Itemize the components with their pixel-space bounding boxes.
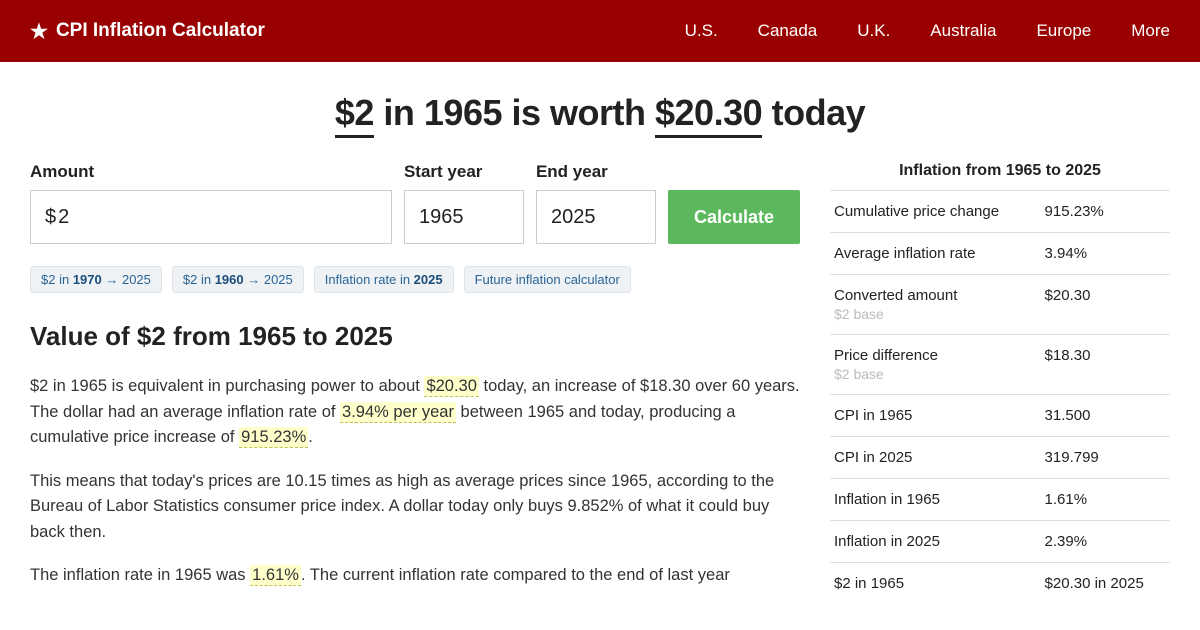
page-title: $2 in 1965 is worth $20.30 today [30,92,1170,134]
chip-link[interactable]: $2 in 1970 → 2025 [30,266,162,293]
table-row: Average inflation rate3.94% [830,233,1170,275]
table-row: CPI in 196531.500 [830,395,1170,437]
brand[interactable]: ★ CPI Inflation Calculator [30,19,265,44]
end-year-input[interactable]: 2025 [536,190,656,244]
top-nav: U.S. Canada U.K. Australia Europe More [685,21,1170,41]
chip-link[interactable]: Future inflation calculator [464,266,631,293]
table-row: Price difference$2 base$18.30 [830,335,1170,395]
paragraph: This means that today's prices are 10.15… [30,469,800,546]
table-row: Cumulative price change915.23% [830,191,1170,233]
nav-link[interactable]: Europe [1036,21,1091,41]
article-content: $2 in 1965 is equivalent in purchasing p… [30,374,800,589]
chip-link[interactable]: $2 in 1960 → 2025 [172,266,304,293]
star-icon: ★ [30,19,48,44]
table-row: Converted amount$2 base$20.30 [830,275,1170,335]
nav-link[interactable]: U.S. [685,21,718,41]
end-year-label: End year [536,162,656,182]
sidebar-title: Inflation from 1965 to 2025 [830,162,1170,190]
amount-label: Amount [30,162,392,182]
table-row: Inflation in 19651.61% [830,479,1170,521]
related-links: $2 in 1970 → 2025 $2 in 1960 → 2025 Infl… [30,266,800,293]
calculate-button[interactable]: Calculate [668,190,800,244]
table-row: $2 in 1965$20.30 in 2025 [830,563,1170,605]
table-row: CPI in 2025319.799 [830,437,1170,479]
site-header: ★ CPI Inflation Calculator U.S. Canada U… [0,0,1200,62]
brand-text: CPI Inflation Calculator [56,20,265,42]
nav-link[interactable]: U.K. [857,21,890,41]
paragraph: $2 in 1965 is equivalent in purchasing p… [30,374,800,451]
nav-link[interactable]: Canada [758,21,818,41]
stats-table: Cumulative price change915.23%Average in… [830,190,1170,604]
amount-input[interactable]: 2 [30,190,392,244]
nav-link[interactable]: Australia [930,21,996,41]
paragraph: The inflation rate in 1965 was 1.61%. Th… [30,563,800,589]
calculator-form: Amount 2 Start year 1965 End year 2025 C… [30,162,800,244]
stats-sidebar: Inflation from 1965 to 2025 Cumulative p… [830,162,1170,604]
start-year-label: Start year [404,162,524,182]
table-row: Inflation in 20252.39% [830,521,1170,563]
section-heading: Value of $2 from 1965 to 2025 [30,321,800,352]
nav-link[interactable]: More [1131,21,1170,41]
chip-link[interactable]: Inflation rate in 2025 [314,266,454,293]
start-year-input[interactable]: 1965 [404,190,524,244]
